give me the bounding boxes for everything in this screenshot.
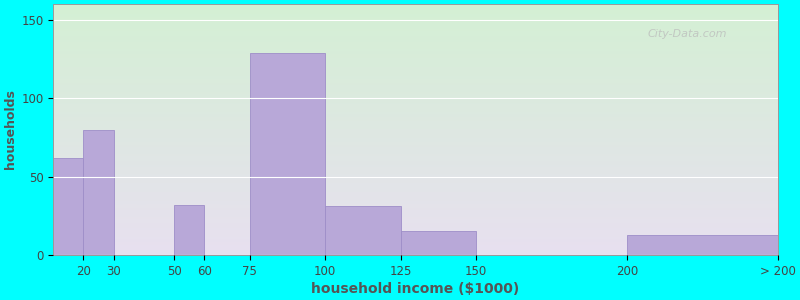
Bar <box>325 206 401 255</box>
Bar <box>54 158 83 255</box>
Bar <box>174 205 204 255</box>
Bar <box>250 53 325 255</box>
Bar <box>83 130 114 255</box>
Y-axis label: households: households <box>4 90 17 170</box>
Bar <box>401 231 476 255</box>
Bar <box>627 235 778 255</box>
X-axis label: household income ($1000): household income ($1000) <box>311 282 520 296</box>
Text: City-Data.com: City-Data.com <box>648 29 727 39</box>
